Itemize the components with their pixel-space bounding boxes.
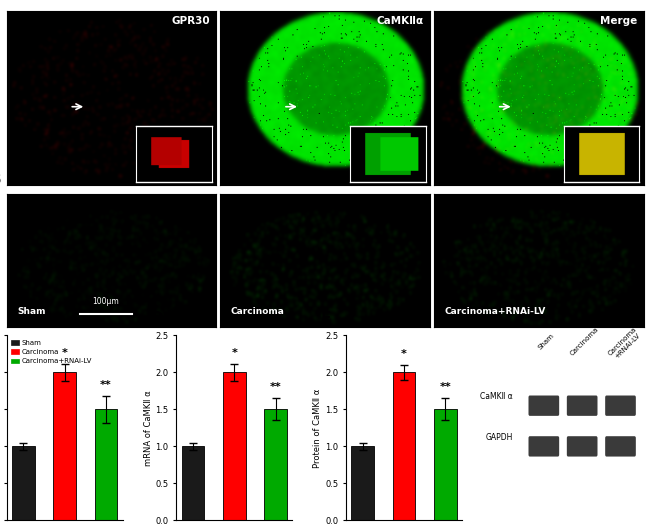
Text: Carcinoma: Carcinoma	[231, 307, 285, 316]
Text: *: *	[62, 348, 68, 357]
Bar	[351, 447, 374, 520]
Text: Carcinoma+RNAi-LV: Carcinoma+RNAi-LV	[445, 307, 546, 316]
Text: CaMKⅡ α: CaMKⅡ α	[480, 392, 513, 401]
Bar	[393, 372, 415, 520]
Text: A: A	[0, 0, 1, 2]
Text: GPR30: GPR30	[171, 16, 210, 26]
Text: D: D	[151, 311, 163, 326]
Text: Sham: Sham	[537, 332, 555, 350]
FancyBboxPatch shape	[605, 436, 636, 457]
Text: Carcinoma
+RNAi-LV: Carcinoma +RNAi-LV	[607, 326, 643, 362]
Text: *: *	[401, 349, 407, 359]
Bar	[181, 447, 204, 520]
Text: Sham: Sham	[17, 307, 46, 316]
Text: **: **	[100, 380, 112, 390]
Bar	[434, 409, 457, 520]
Y-axis label: mRNA of CaMKⅡ α: mRNA of CaMKⅡ α	[144, 390, 153, 466]
Text: *: *	[231, 348, 237, 357]
Text: B: B	[0, 172, 1, 187]
Bar	[53, 372, 76, 520]
Text: E: E	[320, 311, 331, 326]
Bar	[265, 409, 287, 520]
FancyBboxPatch shape	[567, 436, 597, 457]
Legend: Sham, Carcinoma, Carcinoma+RNAi-LV: Sham, Carcinoma, Carcinoma+RNAi-LV	[8, 337, 95, 367]
Text: **: **	[270, 382, 281, 392]
Bar	[95, 409, 118, 520]
FancyBboxPatch shape	[528, 396, 559, 416]
Y-axis label: Protein of CaMKⅡ α: Protein of CaMKⅡ α	[313, 388, 322, 467]
Text: **: **	[439, 382, 451, 392]
Text: 100μm: 100μm	[93, 297, 120, 306]
Text: GAPDH: GAPDH	[486, 433, 513, 442]
FancyBboxPatch shape	[528, 436, 559, 457]
FancyBboxPatch shape	[567, 396, 597, 416]
Text: CaMKⅡα: CaMKⅡα	[376, 16, 424, 26]
Text: Carcinoma: Carcinoma	[569, 326, 599, 356]
Bar	[12, 447, 34, 520]
Bar	[223, 372, 246, 520]
FancyBboxPatch shape	[605, 396, 636, 416]
Text: Merge: Merge	[600, 16, 637, 26]
